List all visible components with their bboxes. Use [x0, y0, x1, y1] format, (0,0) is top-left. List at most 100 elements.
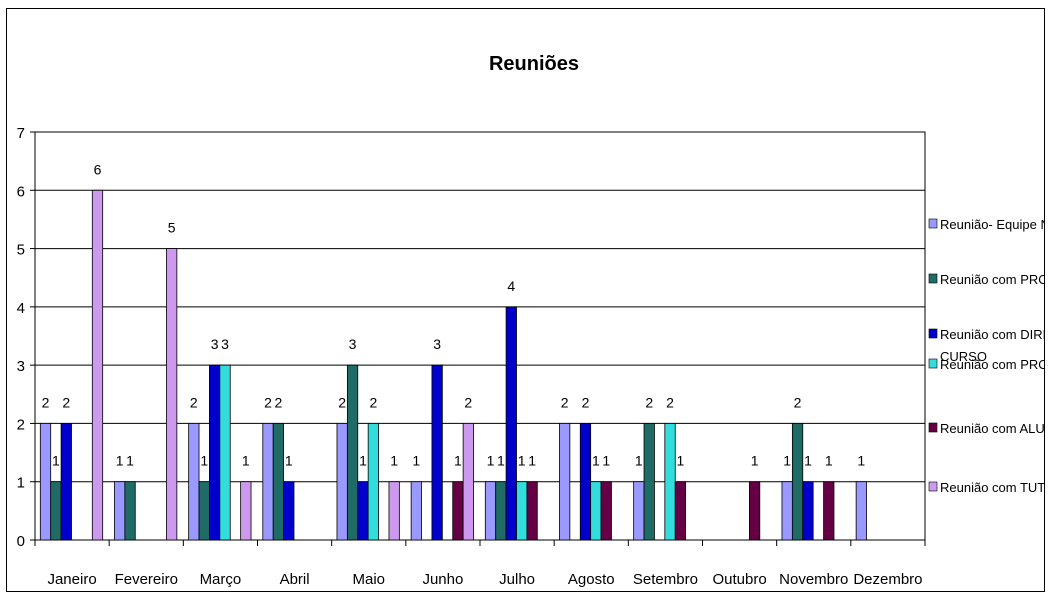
data-label: 2	[338, 394, 346, 410]
x-tick-label: Junho	[422, 571, 463, 588]
legend-swatch	[928, 358, 938, 369]
data-label: 5	[168, 220, 176, 236]
bar	[462, 423, 474, 541]
data-label: 1	[359, 453, 367, 469]
bar	[336, 423, 348, 541]
legend-swatch	[928, 481, 938, 492]
bar	[410, 481, 422, 541]
data-label: 1	[677, 453, 685, 469]
bar	[516, 481, 528, 541]
data-label: 1	[285, 453, 293, 469]
data-label: 4	[507, 278, 515, 294]
data-label: 1	[751, 453, 759, 469]
data-label: 1	[412, 453, 420, 469]
data-label: 1	[52, 453, 60, 469]
data-label: 1	[592, 453, 600, 469]
data-label: 2	[666, 394, 674, 410]
x-tick-label: Dezembro	[853, 571, 922, 588]
x-tick-label: Setembro	[633, 571, 698, 588]
bar	[240, 481, 252, 541]
bar	[188, 423, 200, 541]
bar	[431, 364, 443, 541]
bar	[166, 248, 178, 541]
data-label: 1	[116, 453, 124, 469]
bar	[855, 481, 867, 541]
bar	[484, 481, 497, 541]
bar	[39, 423, 52, 541]
bar	[50, 481, 62, 541]
x-tick-label: Janeiro	[47, 571, 96, 588]
data-label: 1	[528, 453, 536, 469]
data-label: 2	[42, 394, 50, 410]
data-label: 3	[211, 336, 219, 352]
data-label: 2	[561, 394, 569, 410]
legend-entry: Reunião- Equipe NAP	[940, 217, 1044, 232]
bar	[357, 481, 369, 541]
y-tick-label: 4	[17, 300, 25, 317]
bar	[600, 481, 612, 541]
data-label: 1	[518, 453, 526, 469]
bar	[526, 481, 538, 541]
x-tick-label: Julho	[499, 571, 535, 588]
x-tick-label: Abril	[280, 571, 310, 588]
data-label: 1	[497, 453, 505, 469]
y-tick-label: 2	[17, 416, 25, 433]
y-tick-label: 5	[17, 242, 25, 259]
data-label: 1	[825, 453, 833, 469]
y-tick-label: 0	[17, 533, 25, 550]
data-label: 2	[464, 394, 472, 410]
data-label: 1	[487, 453, 495, 469]
bar	[91, 189, 104, 541]
bar	[114, 481, 126, 541]
y-tick-label: 6	[17, 183, 25, 200]
bar	[791, 423, 804, 541]
data-label: 1	[857, 453, 865, 469]
bar	[579, 423, 592, 541]
data-label: 2	[794, 394, 802, 410]
legend-entry: Reunião com PROGRAD	[940, 272, 1044, 287]
bar	[664, 423, 676, 541]
data-label: 2	[645, 394, 653, 410]
data-label: 2	[190, 394, 198, 410]
axes: 0 1 2 3 4 5 6 7 Janeiro Fevereiro Março Abril Maio Ju…	[17, 125, 926, 588]
data-label: 1	[126, 453, 134, 469]
bar	[823, 481, 835, 541]
bar	[749, 481, 761, 541]
legend-swatch	[928, 422, 938, 433]
bar	[633, 481, 645, 541]
data-label: 1	[390, 453, 398, 469]
data-label: 2	[275, 394, 283, 410]
bar	[367, 423, 379, 541]
y-tick-label: 3	[17, 358, 25, 375]
bar	[452, 481, 464, 541]
chart-title: Reuniões	[489, 53, 579, 75]
x-tick-label: Maio	[352, 571, 385, 588]
bar	[505, 306, 517, 541]
data-label: 3	[349, 336, 357, 352]
data-label: 2	[62, 394, 70, 410]
legend-swatch	[928, 218, 938, 229]
bar	[559, 423, 571, 541]
data-label: 3	[221, 336, 229, 352]
bar	[198, 481, 210, 541]
bar	[272, 423, 285, 541]
bar	[495, 481, 507, 541]
legend-swatch	[928, 273, 938, 284]
bar	[124, 481, 136, 541]
bar	[590, 481, 602, 541]
y-tick-label: 7	[17, 125, 25, 142]
x-tick-label: Outubro	[712, 571, 766, 588]
data-label: 1	[783, 453, 791, 469]
bar	[674, 481, 687, 541]
bar	[209, 364, 221, 541]
data-label: 1	[804, 453, 812, 469]
data-label: 1	[242, 453, 250, 469]
data-label: 3	[433, 336, 441, 352]
legend-entry: Reunião com TUTORES	[940, 480, 1044, 495]
legend-entry: Reunião com PROFESSORE	[940, 357, 1044, 372]
x-tick-label: Agosto	[568, 571, 615, 588]
bar	[643, 423, 655, 541]
